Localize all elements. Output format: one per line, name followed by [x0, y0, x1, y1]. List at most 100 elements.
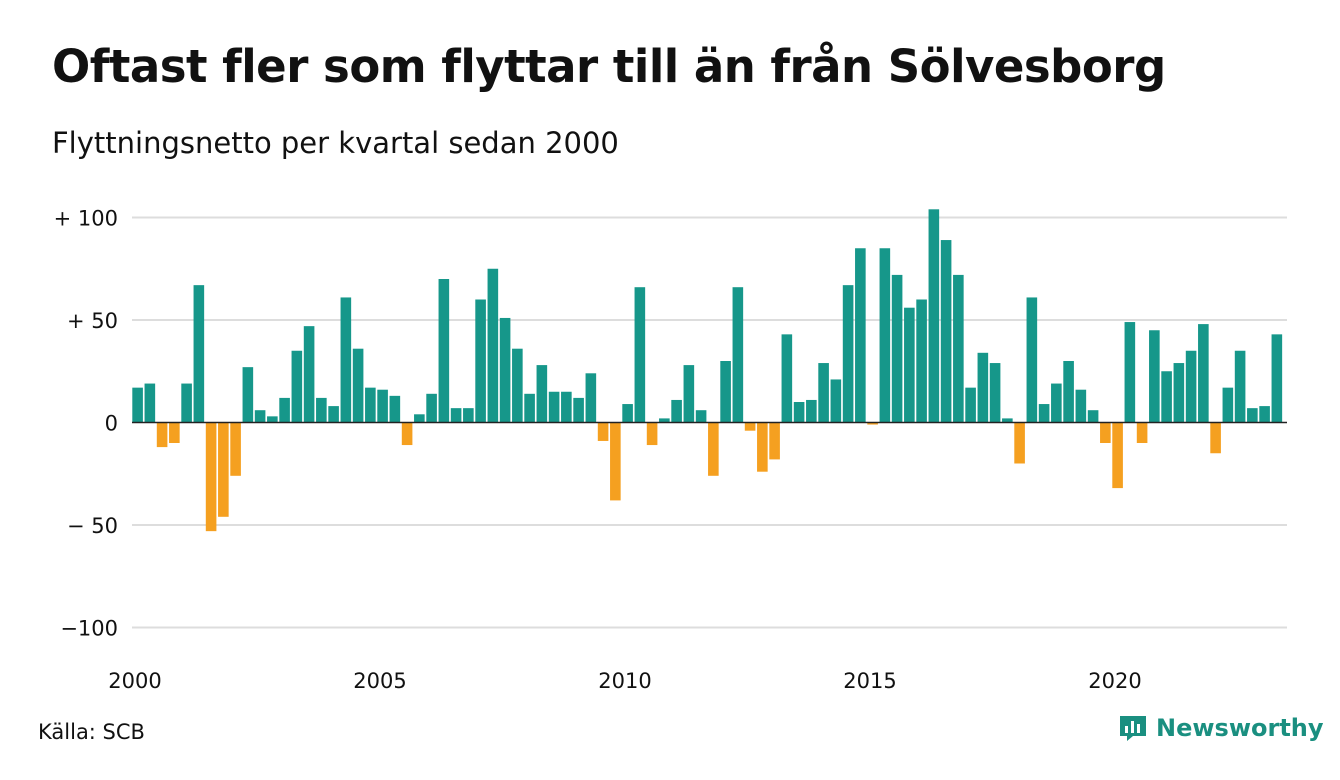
bar: [1026, 297, 1038, 423]
bar: [769, 422, 780, 460]
bar: [757, 422, 768, 472]
bar: [279, 397, 290, 423]
y-tick-label: −100: [60, 617, 118, 641]
bar: [303, 326, 315, 423]
bar: [659, 418, 670, 423]
bar: [1173, 363, 1185, 423]
bar: [1271, 334, 1283, 423]
bar: [291, 350, 303, 423]
bar: [842, 285, 854, 423]
bar: [242, 367, 254, 423]
bar: [683, 365, 695, 423]
bar: [585, 373, 597, 423]
bar: [891, 274, 903, 423]
bar: [426, 393, 437, 423]
bar: [414, 414, 425, 423]
bar: [720, 361, 731, 423]
bar: [548, 391, 560, 423]
bar: [855, 248, 866, 423]
bar: [328, 406, 339, 423]
bar: [977, 352, 989, 423]
bar: [1014, 422, 1025, 464]
bar: [377, 389, 388, 423]
bar: [1198, 324, 1209, 423]
bar: [267, 416, 278, 423]
bar: [365, 387, 376, 423]
bar: [1038, 404, 1050, 423]
bar: [830, 379, 842, 423]
bar: [573, 397, 584, 423]
bar: [1063, 361, 1074, 423]
chart-bubble-icon: [1120, 716, 1146, 741]
x-tick-label: 2015: [843, 669, 896, 693]
bar: [1051, 383, 1062, 423]
bar: [781, 334, 793, 423]
bar: [254, 410, 266, 423]
x-tick-label: 2005: [353, 669, 406, 693]
bar: [806, 399, 817, 423]
bar: [132, 387, 143, 423]
bar: [1185, 350, 1197, 423]
bar: [1259, 406, 1270, 423]
x-tick-label: 2000: [108, 669, 161, 693]
bar: [646, 422, 658, 446]
page-subtitle: Flyttningsnetto per kvartal sedan 2000: [52, 126, 619, 160]
bar: [156, 422, 168, 448]
bar: [181, 383, 192, 423]
bar: [953, 274, 964, 423]
bar: [965, 387, 976, 423]
bar: [450, 408, 462, 423]
bar: [940, 240, 952, 423]
source-note: Källa: SCB: [38, 720, 145, 744]
bar: [1002, 418, 1013, 423]
bar: [867, 422, 878, 425]
bar: [463, 408, 474, 423]
bar: [671, 399, 682, 423]
bar: [1210, 422, 1221, 454]
bar: [205, 422, 217, 532]
bar: [695, 410, 707, 423]
bar: [340, 297, 352, 423]
bar: [230, 422, 241, 476]
bar: [499, 317, 511, 423]
bar: [1112, 422, 1123, 489]
bar: [1247, 408, 1258, 423]
brand-name: Newsworthy: [1156, 714, 1324, 742]
bar: [610, 422, 621, 501]
bar: [389, 395, 401, 423]
y-tick-label: 0: [105, 412, 118, 436]
bar: [475, 299, 486, 423]
page-title: Oftast fler som flyttar till än från Söl…: [52, 40, 1166, 93]
bar: [708, 422, 719, 476]
bar: [1161, 371, 1172, 423]
y-tick-label: + 100: [54, 207, 118, 231]
bar: [352, 348, 364, 423]
bar: [438, 279, 450, 423]
bar: [928, 209, 940, 423]
bar: [916, 299, 927, 423]
bar: [744, 422, 756, 431]
y-tick-label: + 50: [67, 309, 118, 333]
bar: [622, 404, 633, 423]
bar: [989, 363, 1001, 423]
bar: [218, 422, 229, 517]
bar: [487, 268, 499, 423]
bar: [512, 348, 523, 423]
bar: [316, 397, 327, 423]
x-tick-label: 2010: [598, 669, 651, 693]
bar: [144, 383, 156, 423]
bar: [904, 307, 915, 423]
y-tick-label: − 50: [67, 514, 118, 538]
axes: + 100 + 50 0 − 50 −100 2000 2005 2010 2015 2020: [54, 207, 1287, 693]
bar: [536, 365, 548, 423]
bar: [1222, 387, 1234, 423]
bar: [1149, 330, 1160, 423]
bar: [561, 391, 572, 423]
bar: [169, 422, 180, 443]
bar: [597, 422, 609, 441]
bar: [524, 393, 535, 423]
bar: [818, 363, 829, 423]
bar: [1234, 350, 1246, 423]
grid-lines: [132, 216, 1287, 629]
